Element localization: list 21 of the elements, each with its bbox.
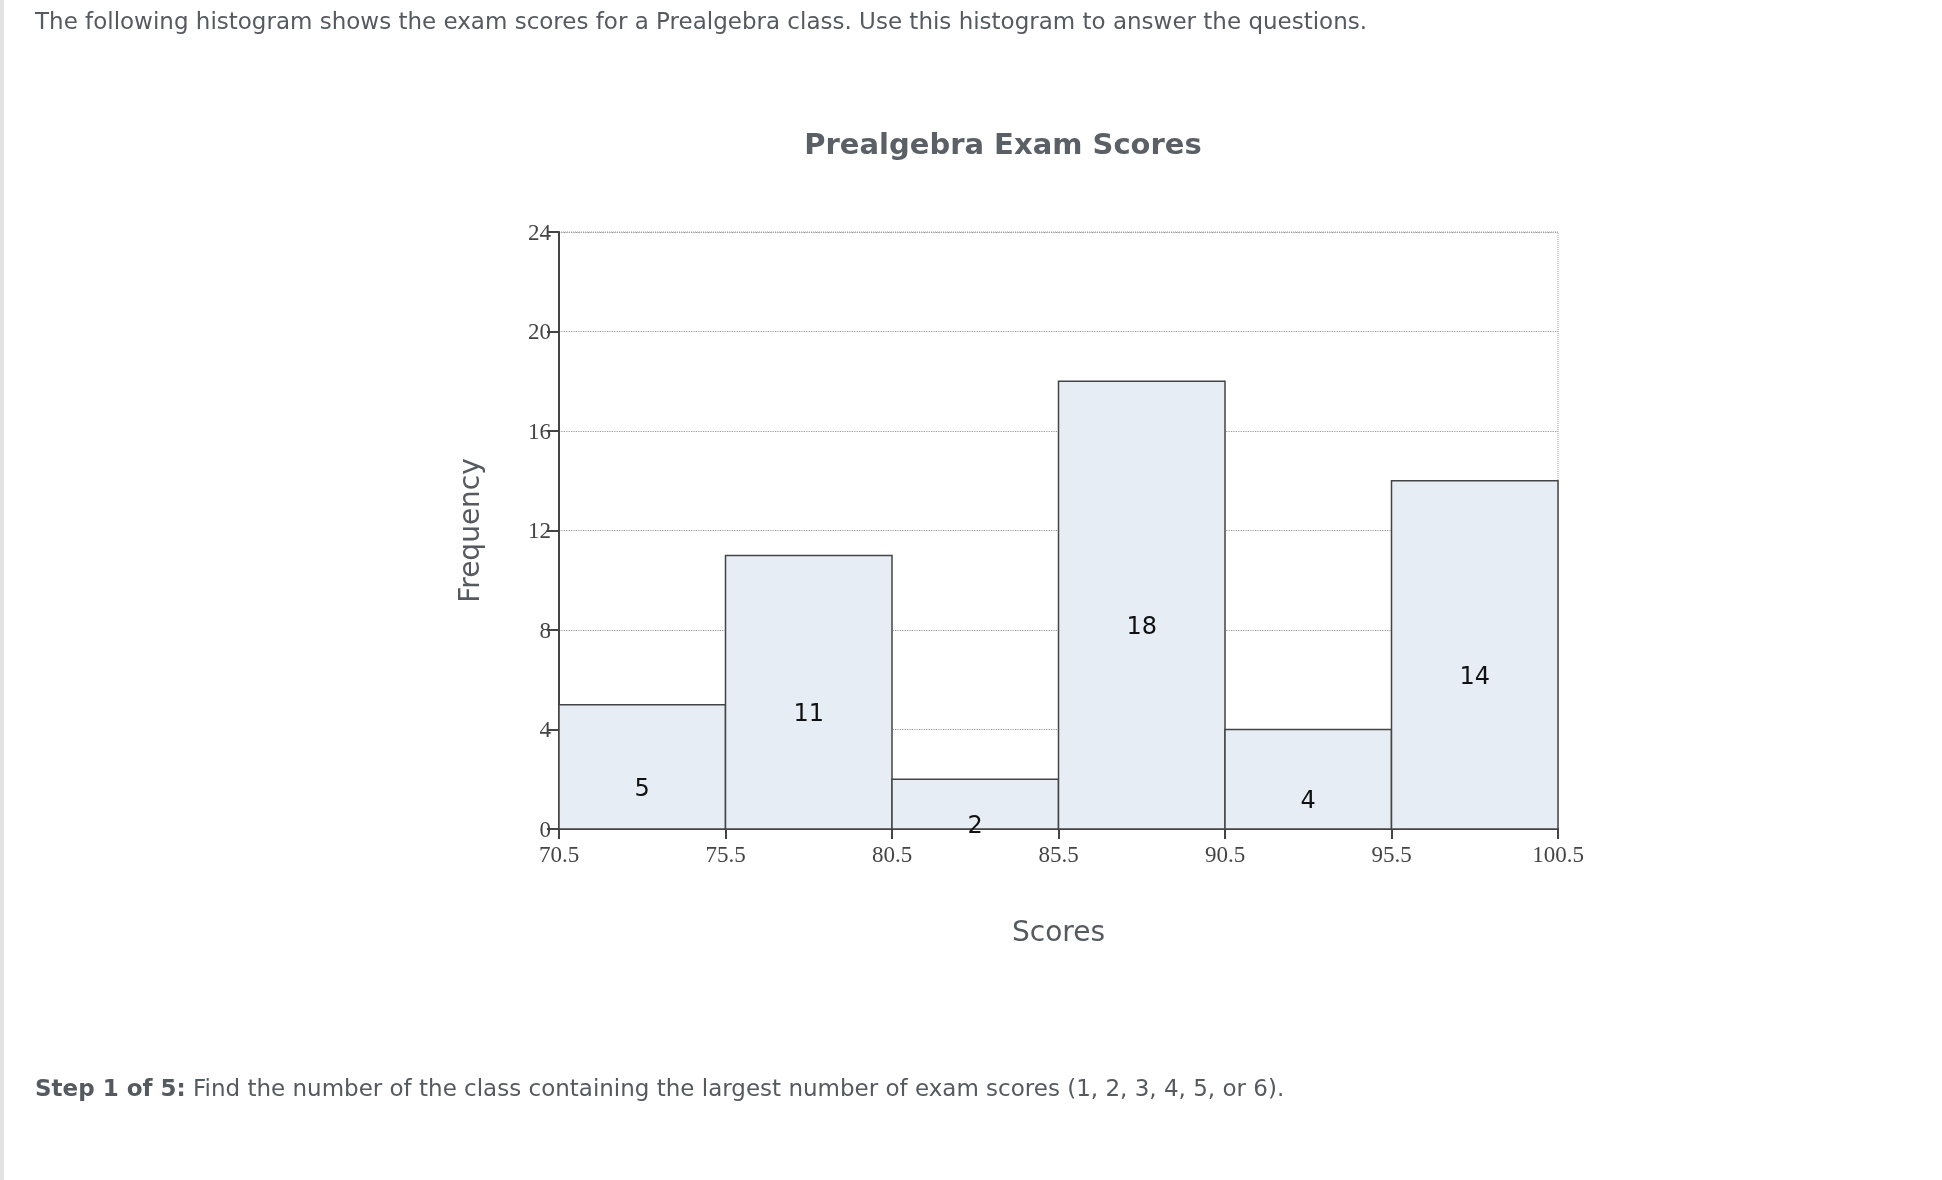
data-label: 11 bbox=[793, 699, 825, 728]
x-tick-label: 100.5 bbox=[1532, 842, 1584, 867]
x-tick-label: 75.5 bbox=[705, 842, 746, 867]
data-label: 18 bbox=[1126, 612, 1158, 641]
x-tick-label: 95.5 bbox=[1371, 842, 1412, 867]
x-tick-label: 85.5 bbox=[1038, 842, 1079, 867]
text: Step 1 of 5: Find the number of the class containing the largest number of exam scores (1, 2, 3, 4, 5, or 6). bbox=[35, 1075, 1285, 1101]
y-tick-label: 24 bbox=[528, 219, 552, 245]
x-tick-label: 70.5 bbox=[538, 842, 580, 867]
text: The following histogram shows the exam scores for a Prealgebra class. Use this histogram to answer the questions. bbox=[35, 8, 1368, 34]
chart-title: Prealgebra Exam Scores bbox=[804, 126, 1202, 161]
x-tick-label: 80.5 bbox=[871, 842, 913, 867]
y-tick-label: 16 bbox=[528, 418, 551, 444]
data-label: 14 bbox=[1459, 661, 1491, 690]
x-tick-label: 90.5 bbox=[1204, 842, 1246, 867]
data-label: 4 bbox=[1300, 786, 1316, 815]
data-label: 5 bbox=[634, 773, 650, 802]
y-tick-label: 20 bbox=[528, 319, 551, 344]
y-tick-label: 12 bbox=[528, 518, 551, 543]
y-axis-title: Frequency bbox=[452, 458, 486, 603]
x-axis-title: Scores bbox=[1011, 914, 1106, 948]
